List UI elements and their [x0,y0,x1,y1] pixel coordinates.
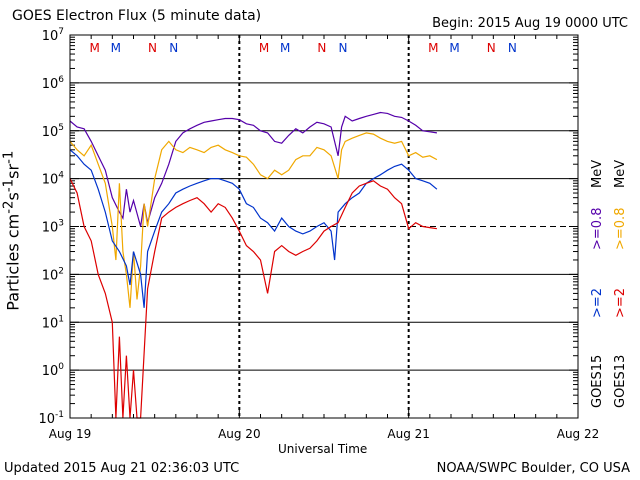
y-tick-label: 103 [42,219,64,236]
marker-n: N [169,41,178,55]
legend-goes15-unit: MeV [590,159,605,188]
y-tick-label: 104 [42,171,65,188]
begin-time: Begin: 2015 Aug 19 0000 UTC [432,16,628,31]
legend-goes15-gt08: >=0.8 [590,207,605,250]
marker-n: N [148,41,157,55]
marker-n: N [508,41,517,55]
updated-timestamp: Updated 2015 Aug 21 02:36:03 UTC [4,461,240,476]
data-series [69,111,438,419]
legend-goes13-unit: MeV [613,159,628,188]
x-axis-label: Universal Time [278,442,368,456]
legend-goes15-gt2: >=2 [590,287,605,318]
marker-m: M [449,41,459,55]
marker-m: M [259,41,269,55]
chart-title: GOES Electron Flux (5 minute data) [12,8,262,24]
marker-m: M [280,41,290,55]
x-tick-label: Aug 19 [49,427,92,441]
marker-n: N [317,41,326,55]
x-tick-label: Aug 21 [387,427,430,441]
marker-m: M [111,41,121,55]
credit-line: NOAA/SWPC Boulder, CO USA [436,461,630,476]
y-tick-label: 106 [42,75,65,92]
axis-ticks: 10-1 100 101 102 103 104 105 106 107 Aug 19 Aug 20… [38,27,599,441]
grid-lines [70,35,578,418]
y-tick-label: 10-1 [38,410,64,427]
x-tick-label: Aug 20 [218,427,261,441]
plot-frame [69,34,579,419]
series-line [69,178,437,419]
legend-goes13-gt2: >=2 [613,287,628,318]
marker-n: N [487,41,496,55]
marker-m: M [428,41,438,55]
series-line [69,149,438,308]
y-tick-label: 102 [42,266,64,283]
y-tick-label: 100 [42,362,65,379]
legend-goes15: GOES15 [590,354,605,408]
series-line [69,132,438,308]
series-line [69,111,437,227]
marker-n: N [339,41,348,55]
y-tick-label: 105 [42,123,64,140]
y-tick-label: 107 [42,27,64,44]
y-tick-label: 101 [42,314,64,331]
legend-goes13-gt08: >=0.8 [613,207,628,250]
x-tick-label: Aug 22 [557,427,600,441]
legend-goes13: GOES13 [613,354,628,408]
marker-m: M [90,41,100,55]
